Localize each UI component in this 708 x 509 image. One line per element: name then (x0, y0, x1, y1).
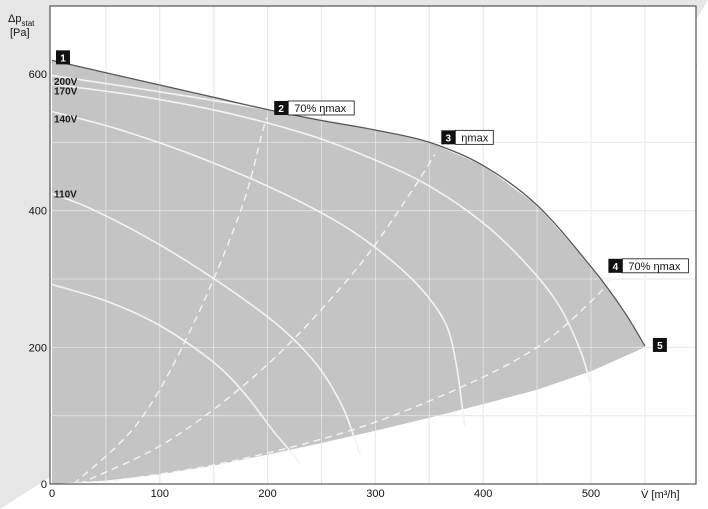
marker-number: 1 (60, 53, 66, 64)
marker-label: ηmax (461, 132, 488, 144)
marker-label: 70% ηmax (628, 261, 680, 273)
y-tick-label: 600 (29, 69, 47, 81)
marker-5: 5 (652, 337, 667, 352)
marker-label-box (287, 100, 355, 116)
marker-number: 2 (278, 104, 284, 115)
speed-curve-170v (51, 83, 592, 386)
marker-number: 3 (446, 133, 452, 144)
marker-2: 2 70% ηmax (274, 100, 355, 116)
y-tick-label: 0 (41, 479, 47, 491)
max-pressure-curve (51, 59, 646, 347)
y-axis-label-main: Δpstat (8, 13, 35, 28)
x-axis-label: V̇ [m³/h] (641, 488, 680, 501)
marker-4: 4 70% ηmax (608, 258, 689, 274)
marker-box (652, 337, 667, 352)
efficiency-line-3 (89, 275, 614, 485)
marker-label-box (621, 258, 689, 274)
curve-label-140v: 140V (54, 114, 78, 125)
marker-1: 1 (56, 50, 70, 65)
marker-box (608, 258, 623, 273)
curve-label-110v: 110V (54, 190, 77, 201)
x-tick-label: 200 (258, 488, 276, 500)
y-axis-symbol: Δp (8, 13, 21, 25)
axis-ticks: 0 100 200 300 400 500 0 200 400 600 (29, 69, 601, 500)
marker-3: 3 ηmax (441, 129, 494, 145)
x-tick-label: 100 (151, 488, 169, 500)
marker-label-box (454, 129, 494, 145)
y-tick-label: 200 (29, 342, 47, 354)
marker-number: 5 (657, 341, 663, 352)
speed-curve-110v (51, 192, 362, 456)
efficiency-line-1 (73, 117, 269, 485)
y-tick-label: 400 (29, 206, 47, 218)
efficiency-line-2 (78, 154, 436, 485)
curve-label-200v: 200V (54, 77, 78, 88)
curve-label-170v: 170V (54, 86, 78, 97)
speed-curve-140v (51, 110, 466, 427)
x-tick-label: 500 (582, 488, 600, 500)
y-axis-unit: [Pa] (10, 27, 30, 39)
marker-box (56, 50, 70, 65)
marker-number: 4 (613, 262, 619, 273)
efficiency-lines (73, 117, 614, 485)
x-tick-label: 300 (366, 488, 384, 500)
speed-curve-min (51, 283, 301, 464)
marker-box (274, 100, 289, 115)
x-tick-label: 400 (474, 488, 492, 500)
marker-label: 70% ηmax (294, 103, 346, 115)
plot-frame (49, 5, 697, 485)
y-axis-subscript: stat (21, 19, 35, 28)
marker-box (441, 130, 456, 145)
markers: 1 2 70% ηmax 3 ηmax 4 70% ηmax 5 (56, 50, 689, 352)
operating-area (52, 60, 645, 485)
operating-area-fill (52, 60, 645, 485)
x-tick-label: 0 (49, 488, 55, 500)
envelope-curve (51, 59, 646, 347)
